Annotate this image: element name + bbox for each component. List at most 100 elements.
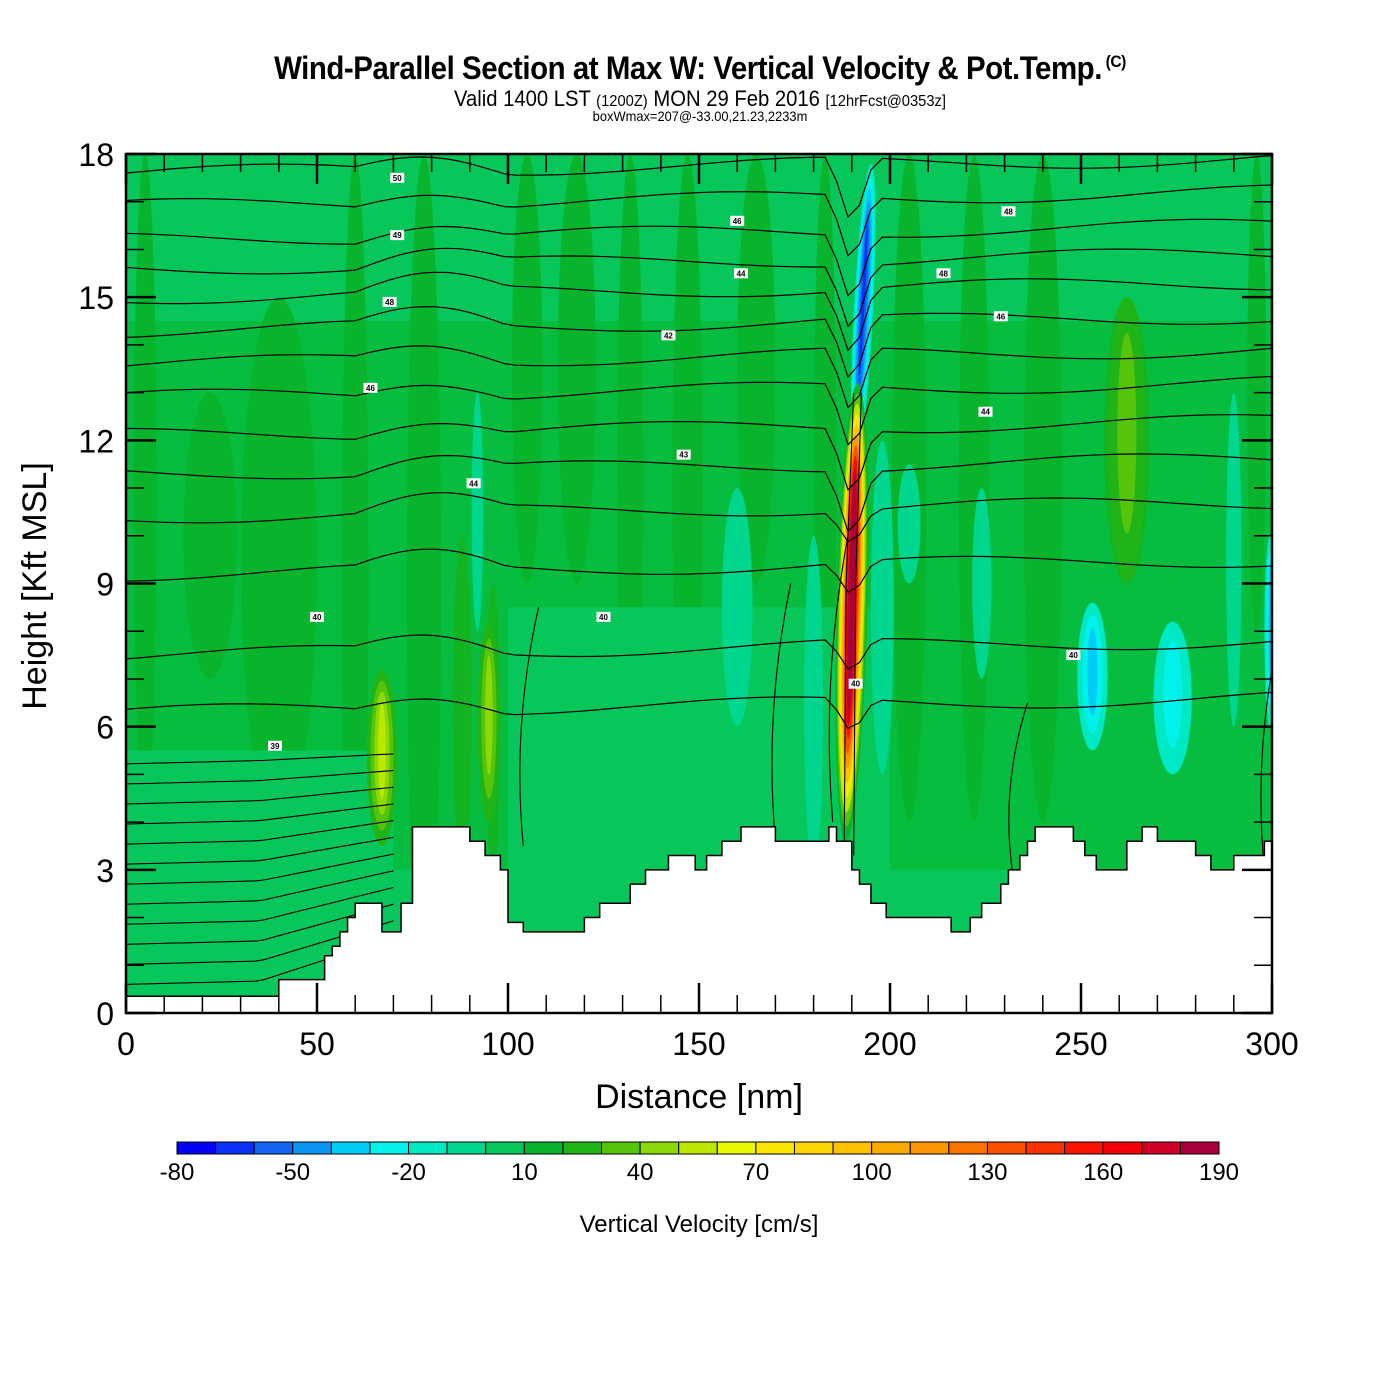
x-tick-label: 250 [1054, 1026, 1107, 1062]
theta-contour-line [126, 492, 1272, 543]
contour-label: 40 [848, 678, 863, 689]
contour-label-text: 48 [385, 298, 394, 307]
contour-label-bg [661, 330, 676, 341]
contour-label-bg [734, 268, 749, 279]
contour-label-text: 39 [271, 742, 280, 751]
colorbar-tick-label: 70 [743, 1159, 770, 1186]
contour-label-text: 46 [733, 217, 742, 226]
contour-label-bg [978, 406, 993, 417]
colorbar-tick-label: 160 [1083, 1159, 1123, 1186]
colorbar-segment [1064, 1141, 1104, 1155]
theta-contour-line [126, 853, 394, 885]
contour-label-text: 40 [599, 613, 608, 622]
contour-label: 40 [596, 611, 611, 622]
colorbar-segment [678, 1141, 718, 1155]
contour-label-bg [466, 478, 481, 489]
y-tick-label: 0 [96, 996, 114, 1032]
contour-label-bg [730, 215, 745, 226]
weak-downdraft [972, 488, 992, 679]
weak-downdraft [1226, 392, 1242, 727]
contour-label-bg [936, 268, 951, 279]
colorbar-segment [292, 1141, 332, 1155]
contour-label-bg [267, 740, 282, 751]
contour-label-text: 48 [1004, 207, 1013, 216]
theta-contour-line [126, 548, 1272, 594]
colorbar-segment [176, 1141, 217, 1155]
contour-label-bg [848, 678, 863, 689]
colorbar-tick-label: 100 [852, 1159, 892, 1186]
theta-contour-line [126, 820, 394, 845]
x-tick-label: 150 [672, 1026, 725, 1062]
colorbar-segment [562, 1141, 603, 1155]
colorbar-tick-label: -20 [391, 1159, 426, 1186]
contour-label-bg [390, 172, 405, 183]
contour-label-text: 49 [393, 231, 402, 240]
theta-contour-line [1260, 666, 1272, 870]
updraft-cell [1117, 332, 1137, 534]
theta-contour-line [126, 634, 1272, 670]
x-axis-title: Distance [nm] [595, 1078, 803, 1116]
contour-label: 40 [1066, 650, 1081, 661]
theta-contour-line [126, 836, 394, 865]
colorbar-segment [1141, 1141, 1181, 1155]
colorbar-tick-label: -50 [275, 1159, 310, 1186]
contour-label-text: 43 [679, 451, 688, 460]
contour-label-text: 46 [996, 312, 1005, 321]
contour-label-text: 48 [939, 269, 948, 278]
contour-labels: 50 49 48 46 44 43 42 40 39 40 44 46 48 48 46 44 40 40 [267, 172, 1081, 751]
colorbar-segment [871, 1141, 911, 1155]
y-tick-labels: 0 3 6 9 12 15 18 [78, 137, 114, 1032]
colorbar-segment [1025, 1141, 1066, 1155]
colorbar-tick-labels: -80 -50 -20 10 40 70 100 130 160 190 [160, 1159, 1239, 1186]
contour-label: 46 [993, 311, 1008, 322]
y-tick-label: 9 [96, 567, 114, 603]
colorbar-tick-label: 40 [627, 1159, 654, 1186]
contour-label-bg [310, 611, 324, 622]
colorbar [176, 1141, 1220, 1155]
terrain-mask [125, 826, 1273, 1014]
theta-contour-line [126, 271, 1272, 352]
theta-contour-line [771, 583, 792, 842]
downdraft-cell [1163, 640, 1183, 748]
theta-contour-line [126, 903, 394, 945]
theta-contour-line [126, 803, 394, 825]
theta-contour-line [843, 392, 855, 856]
theta-contour-line [126, 753, 394, 765]
colorbar-segment [446, 1141, 487, 1155]
colorbar-segment [330, 1141, 371, 1155]
theta-contour-line [126, 414, 1272, 491]
colorbar-segment [755, 1141, 795, 1155]
theta-contour-line [126, 770, 394, 785]
colorbar-segment [716, 1141, 757, 1155]
boxwmax-info: boxWmax=207@-33.00,21.23,2233m [592, 108, 808, 124]
contour-label: 46 [730, 215, 745, 226]
contour-label: 49 [390, 230, 405, 241]
theta-contour-line [828, 535, 849, 823]
contour-label-bg [390, 230, 405, 241]
chart-title: Wind-Parallel Section at Max W: Vertical… [56, 50, 1344, 87]
theta-contour-line [126, 375, 1272, 446]
weak-downdraft [897, 464, 921, 584]
contour-label: 39 [267, 740, 282, 751]
contour-label: 44 [734, 268, 749, 279]
contour-label-text: 50 [393, 174, 402, 183]
contour-label: 44 [978, 406, 993, 417]
y-axis-title: Height [Kft MSL] [16, 462, 54, 710]
colorbar-tick-label: 190 [1199, 1159, 1239, 1186]
contour-label: 48 [936, 268, 951, 279]
theta-contour-line [853, 392, 862, 856]
colorbar-tick-label: 130 [967, 1159, 1007, 1186]
contour-label: 40 [310, 611, 324, 622]
chart-subtitle: Valid 1400 LST (1200Z) MON 29 Feb 2016 [… [56, 86, 1344, 112]
colorbar-title: Vertical Velocity [cm/s] [580, 1211, 819, 1238]
contour-label-bg [1001, 206, 1016, 217]
x-tick-label: 50 [299, 1026, 335, 1062]
colorbar-segment [369, 1141, 410, 1155]
updraft-cell [485, 655, 493, 776]
contour-label-bg [363, 382, 378, 393]
colorbar-segment [1102, 1141, 1143, 1155]
colorbar-segment [523, 1141, 564, 1155]
x-tick-label: 200 [863, 1026, 916, 1062]
colorbar-segment [909, 1141, 950, 1155]
